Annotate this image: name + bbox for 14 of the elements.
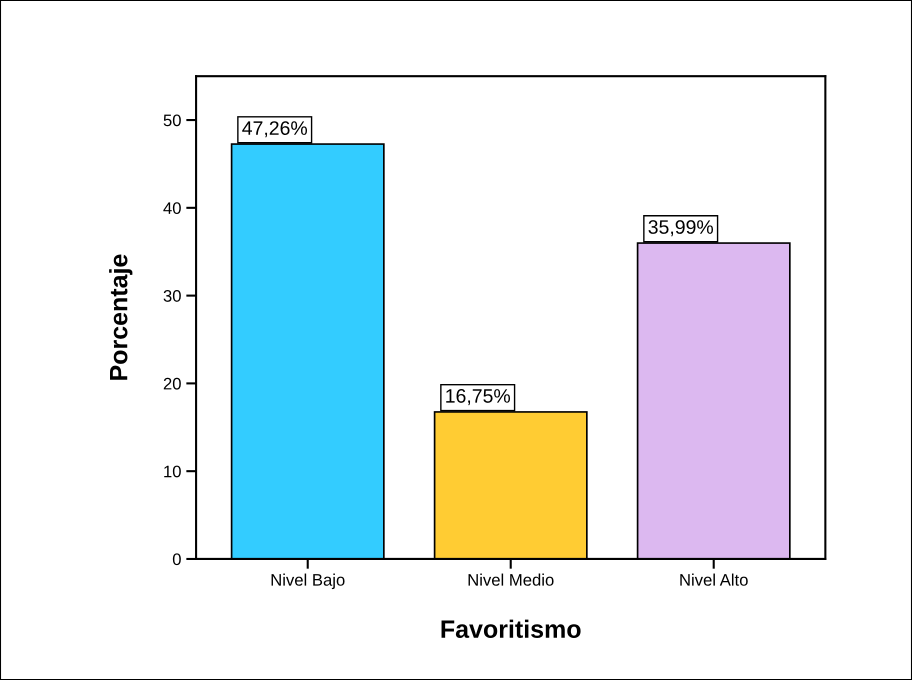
y-tick-label: 10 — [164, 466, 181, 478]
x-axis-title: Favoritismo — [442, 620, 581, 638]
y-tick-label: 20 — [164, 378, 181, 390]
y-tick-label: 0 — [172, 553, 181, 566]
x-tick-label: Nivel Medio — [468, 574, 554, 586]
data-label: 47,26% — [242, 121, 308, 138]
x-tick-label: Nivel Alto — [680, 574, 748, 586]
data-label: 16,75% — [446, 389, 510, 406]
y-tick-label: 30 — [164, 290, 181, 302]
y-tick-label: 40 — [163, 202, 181, 214]
x-tick-label: Nivel Bajo — [272, 574, 345, 590]
y-tick-label: 50 — [164, 114, 181, 126]
y-axis-title: Porcentaje — [109, 254, 132, 380]
data-label: 35,99% — [648, 220, 713, 236]
